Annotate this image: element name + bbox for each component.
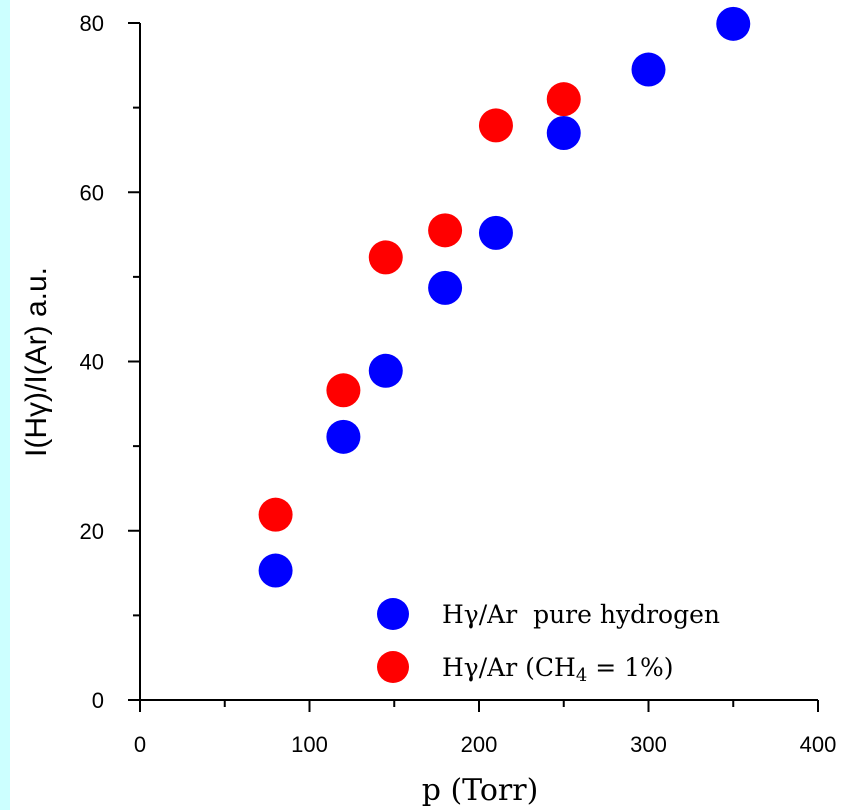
data-point-methane bbox=[326, 373, 361, 408]
legend-label-methane-prefix: Hγ/Ar (CH bbox=[442, 653, 576, 682]
legend-label-methane: Hγ/Ar (CH4 = 1%) bbox=[442, 653, 674, 686]
data-point-methane bbox=[428, 213, 463, 248]
data-point-pure-hydrogen bbox=[368, 353, 403, 388]
x-tick-label: 100 bbox=[291, 732, 328, 757]
y-tick-label: 80 bbox=[80, 11, 104, 36]
x-axis-title: p (Torr) bbox=[422, 773, 539, 808]
x-tick-label: 200 bbox=[461, 732, 498, 757]
y-axis-title: I(Hγ)/I(Ar) a.u. bbox=[20, 267, 53, 457]
legend-marker-methane bbox=[377, 651, 409, 683]
data-point-pure-hydrogen bbox=[631, 52, 666, 87]
y-tick-label: 20 bbox=[80, 519, 104, 544]
legend-label-pure-hydrogen: Hγ/Ar pure hydrogen bbox=[442, 600, 720, 629]
data-point-pure-hydrogen bbox=[326, 419, 361, 454]
y-tick-label: 0 bbox=[92, 688, 104, 713]
x-tick-label: 0 bbox=[134, 732, 146, 757]
x-tick-label: 300 bbox=[630, 732, 667, 757]
data-point-pure-hydrogen bbox=[428, 270, 463, 305]
ticks: 0 100 200 300 400 0 20 40 60 80 bbox=[80, 11, 837, 757]
legend-marker-pure-hydrogen bbox=[377, 598, 409, 630]
y-tick-label: 60 bbox=[80, 180, 104, 205]
data-point-methane bbox=[368, 240, 403, 275]
data-point-pure-hydrogen bbox=[478, 215, 513, 250]
legend-label-methane-subscript: 4 bbox=[576, 665, 587, 686]
data-point-methane bbox=[546, 82, 581, 117]
data-point-methane bbox=[478, 108, 513, 143]
data-point-pure-hydrogen bbox=[546, 116, 581, 151]
legend: Hγ/Ar pure hydrogen Hγ/Ar (CH4 = 1%) bbox=[377, 598, 720, 686]
plot-background bbox=[10, 0, 844, 810]
data-point-pure-hydrogen bbox=[716, 6, 751, 41]
legend-label-methane-suffix: = 1%) bbox=[587, 653, 673, 682]
y-tick-label: 40 bbox=[80, 350, 104, 375]
data-point-pure-hydrogen bbox=[258, 553, 293, 588]
x-tick-label: 400 bbox=[800, 732, 837, 757]
data-point-methane bbox=[258, 497, 293, 532]
data-points bbox=[258, 6, 751, 588]
